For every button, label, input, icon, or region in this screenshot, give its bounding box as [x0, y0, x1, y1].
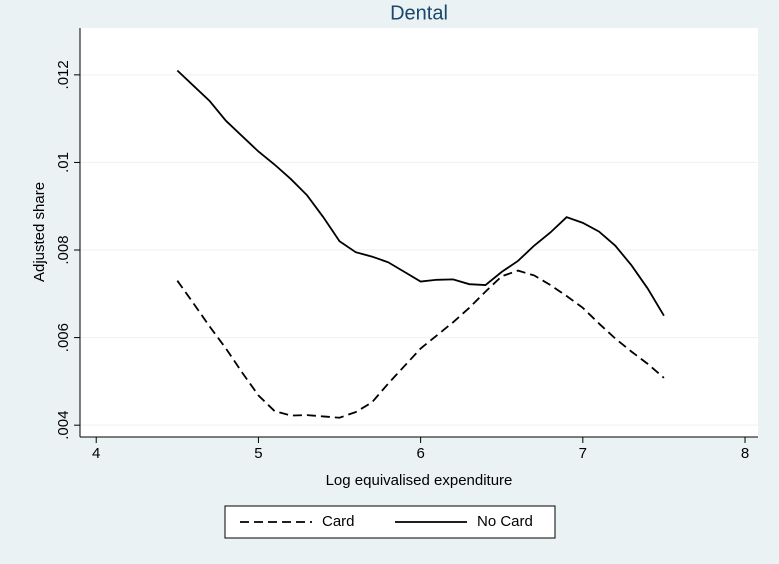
series-line	[176, 269, 665, 419]
y-tick-label: .008	[55, 235, 72, 264]
y-tick-label: .004	[55, 411, 72, 440]
y-axis-label: Adjusted share	[31, 182, 48, 282]
y-tick-label: .006	[55, 323, 72, 352]
x-tick-label: 8	[741, 445, 749, 462]
x-tick-label: 6	[416, 445, 424, 462]
x-axis-label: Log equivalised expenditure	[326, 472, 513, 489]
x-tick-label: 5	[254, 445, 262, 462]
plot-area	[80, 28, 758, 437]
x-tick-label: 7	[579, 445, 587, 462]
x-tick-label: 4	[92, 445, 100, 462]
y-tick-label: .01	[55, 152, 72, 173]
y-tick-label: .012	[55, 60, 72, 89]
legend	[224, 505, 556, 539]
legend-label: Card	[322, 513, 355, 530]
chart-title: Dental	[390, 2, 448, 24]
series-line	[176, 69, 665, 317]
legend-label: No Card	[477, 513, 533, 530]
